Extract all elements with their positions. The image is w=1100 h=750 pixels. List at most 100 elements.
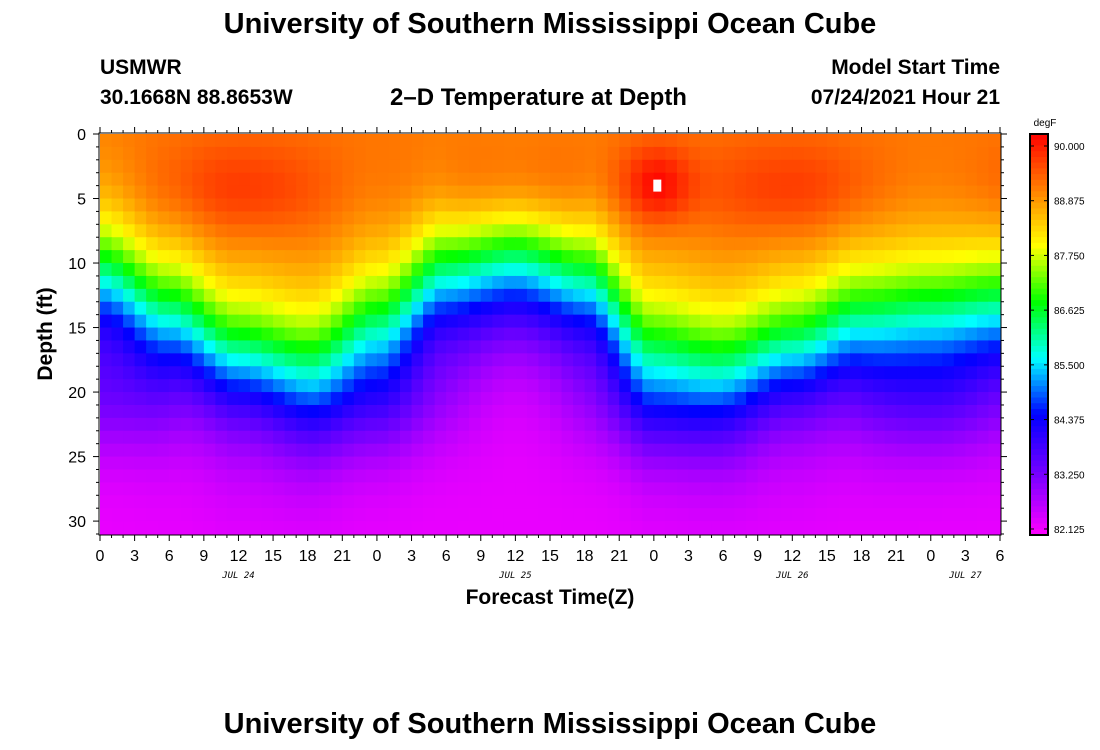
heatmap-cell: [284, 327, 297, 342]
heatmap-cell: [157, 314, 170, 329]
heatmap-cell: [630, 288, 643, 303]
heatmap-cell: [550, 211, 563, 225]
heatmap-cell: [526, 340, 540, 354]
heatmap-cell: [111, 211, 124, 225]
heatmap-cell: [792, 379, 805, 393]
heatmap-cell: [400, 237, 413, 251]
heatmap-cell: [330, 224, 343, 238]
heatmap-cell: [803, 198, 816, 213]
heatmap-cell: [273, 134, 286, 148]
colorbar: degF90.00088.87587.75086.62585.50084.375…: [1029, 118, 1085, 536]
y-tick-label: 25: [68, 450, 86, 467]
heatmap-cell: [469, 508, 482, 522]
heatmap-cell: [307, 327, 320, 342]
heatmap-cell: [757, 404, 770, 419]
heatmap-cell: [330, 417, 343, 432]
heatmap-cell: [123, 508, 136, 522]
heatmap-cell: [319, 340, 332, 354]
heatmap-cell: [330, 237, 343, 251]
heatmap-cell: [457, 379, 470, 393]
heatmap-cell: [803, 237, 816, 251]
heatmap-cell: [665, 521, 678, 535]
heatmap-cell: [111, 185, 124, 200]
heatmap-cell: [180, 263, 193, 277]
heatmap-cell: [826, 392, 840, 406]
heatmap-cell: [607, 521, 620, 535]
heatmap-cell: [907, 417, 920, 432]
heatmap-cell: [607, 134, 620, 148]
heatmap-cell: [619, 404, 632, 419]
heatmap-cell: [261, 340, 274, 354]
plot-title: 2–D Temperature at Depth: [390, 84, 687, 111]
heatmap-cell: [803, 224, 816, 238]
heatmap-cell: [480, 134, 493, 148]
heatmap-cell: [492, 469, 505, 483]
heatmap-cell: [203, 301, 216, 316]
heatmap-cell: [480, 404, 493, 419]
heatmap-cell: [342, 482, 355, 496]
heatmap-cell: [757, 275, 770, 290]
heatmap-cell: [711, 185, 724, 200]
heatmap-cell: [307, 508, 320, 522]
heatmap-cell: [573, 211, 586, 225]
heatmap-cell: [711, 353, 724, 367]
heatmap-cell: [319, 185, 332, 200]
date-label: JUL 27: [948, 571, 982, 581]
heatmap-cell: [815, 469, 828, 483]
heatmap-cell: [561, 288, 574, 303]
heatmap-cell: [746, 327, 759, 342]
heatmap-cell: [723, 250, 736, 264]
heatmap-cell: [861, 521, 874, 535]
heatmap-cell: [884, 198, 897, 213]
heatmap-cell: [180, 314, 193, 329]
heatmap-cell: [342, 301, 355, 316]
heatmap-cell: [919, 443, 932, 458]
heatmap-cell: [457, 301, 470, 316]
heatmap-cell: [746, 185, 759, 200]
heatmap-cell: [884, 146, 897, 161]
heatmap-cell: [976, 366, 990, 380]
heatmap-cell: [411, 430, 424, 445]
heatmap-cell: [226, 482, 240, 496]
heatmap-cell: [942, 314, 955, 329]
heatmap-cell: [815, 521, 828, 535]
heatmap-cell: [769, 366, 782, 380]
heatmap-cell: [134, 250, 147, 264]
heatmap-cell: [723, 198, 736, 213]
heatmap-cell: [619, 314, 632, 329]
heatmap-cell: [746, 366, 759, 380]
heatmap-cell: [676, 211, 690, 225]
heatmap-cell: [700, 288, 713, 303]
heatmap-cell: [330, 521, 343, 535]
heatmap-cell: [492, 508, 505, 522]
colorbar-segment: [1030, 368, 1048, 376]
heatmap-cell: [284, 224, 297, 238]
heatmap-cell: [838, 379, 851, 393]
heatmap-cell: [561, 185, 574, 200]
heatmap-cell: [584, 392, 597, 406]
heatmap-cell: [723, 495, 736, 509]
heatmap-cell: [273, 237, 286, 251]
heatmap-cell: [907, 482, 920, 496]
heatmap-cell: [538, 198, 551, 213]
heatmap-cell: [550, 340, 563, 354]
heatmap-cell: [573, 288, 586, 303]
heatmap-cell: [503, 430, 516, 445]
heatmap-cell: [746, 237, 759, 251]
heatmap-cell: [273, 224, 286, 238]
heatmap-cell: [688, 224, 701, 238]
heatmap-cell: [100, 172, 113, 187]
y-tick-label: 5: [77, 192, 86, 209]
heatmap-cell: [123, 146, 136, 161]
heatmap-cell: [896, 340, 909, 354]
heatmap-cell: [976, 443, 990, 458]
heatmap-cell: [630, 275, 643, 290]
heatmap-cell: [353, 417, 366, 432]
colorbar-label: 85.500: [1054, 361, 1085, 372]
heatmap-cell: [526, 392, 540, 406]
heatmap-cell: [676, 224, 690, 238]
heatmap-cell: [734, 211, 747, 225]
heatmap-cell: [884, 224, 897, 238]
heatmap-cell: [907, 340, 920, 354]
heatmap-cell: [942, 172, 955, 187]
